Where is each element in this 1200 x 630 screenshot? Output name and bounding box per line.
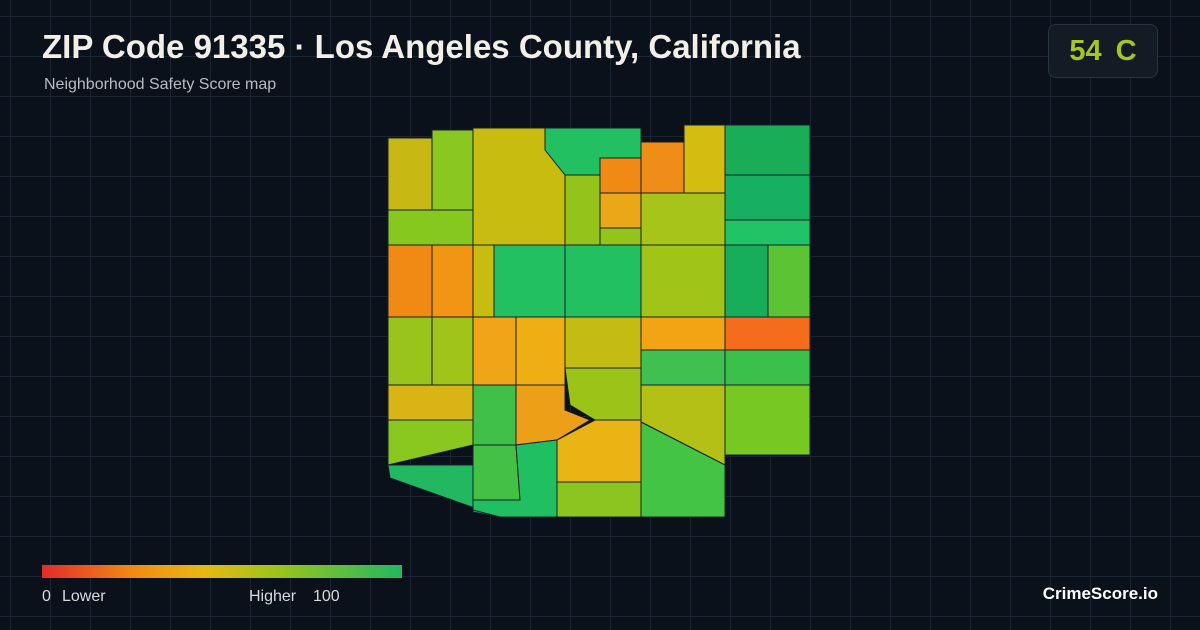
map-regions — [387, 124, 811, 518]
score-grade: C — [1115, 34, 1137, 67]
legend-gradient — [42, 565, 402, 578]
legend-min-label: Lower — [62, 588, 106, 605]
subtitle: Neighborhood Safety Score map — [44, 76, 277, 93]
brand: CrimeScore.io — [1042, 584, 1158, 603]
score-badge: 54 C — [1048, 24, 1158, 78]
legend-min: 0 — [42, 588, 51, 605]
legend-max-label: Higher — [249, 588, 297, 605]
score-value: 54 — [1069, 34, 1102, 67]
title: ZIP Code 91335 · Los Angeles County, Cal… — [42, 28, 801, 65]
legend-max: 100 — [313, 588, 340, 605]
